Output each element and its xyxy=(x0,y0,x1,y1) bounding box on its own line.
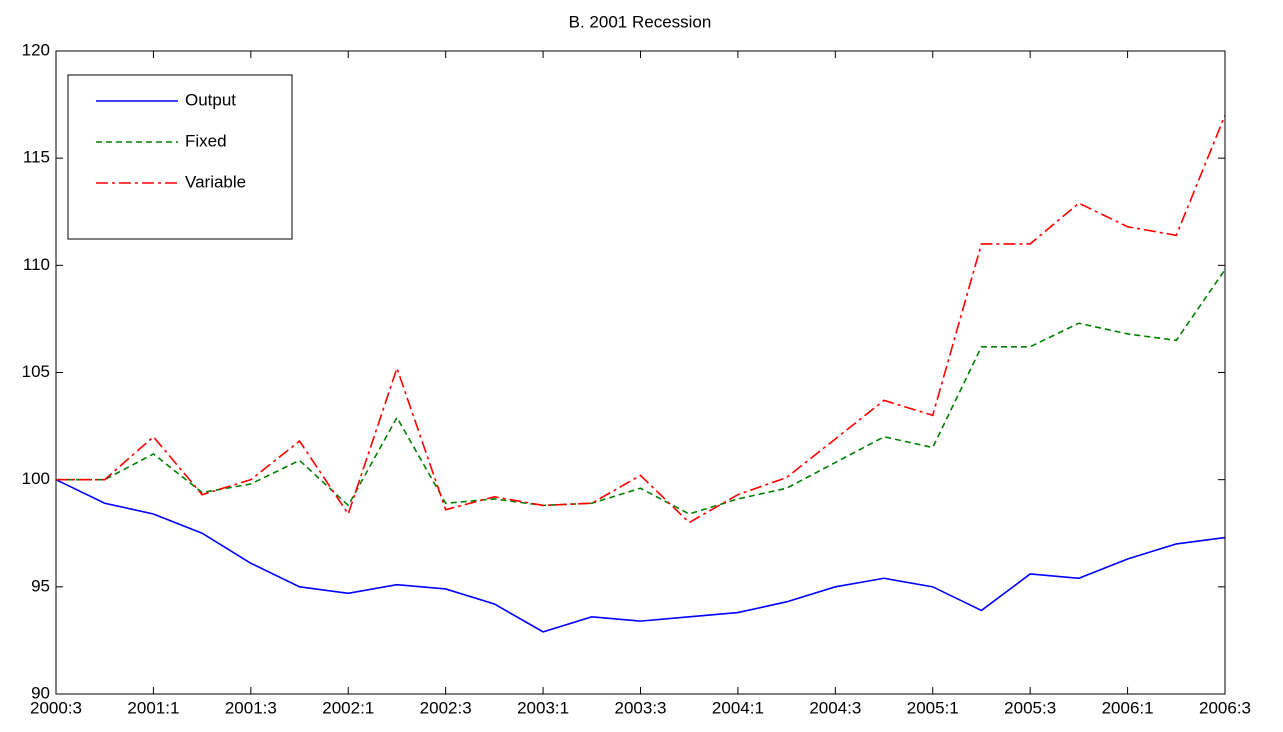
x-tick-label: 2002:1 xyxy=(322,698,374,717)
x-tick-label: 2006:1 xyxy=(1102,698,1154,717)
y-tick-label: 120 xyxy=(22,40,50,59)
x-tick-label: 2004:3 xyxy=(809,698,861,717)
legend-box xyxy=(67,74,293,240)
series-line xyxy=(55,478,1226,633)
legend-label: Output xyxy=(185,90,236,109)
x-tick-label: 2006:3 xyxy=(1199,698,1251,717)
plot-frame xyxy=(55,50,1226,695)
y-tick-label: 100 xyxy=(22,469,50,488)
y-tick-label: 110 xyxy=(23,255,50,274)
x-tick-label: 2003:3 xyxy=(615,698,667,717)
series-line xyxy=(56,114,1226,524)
x-tick-label: 2002:3 xyxy=(420,698,472,717)
series-line xyxy=(56,269,1226,515)
x-tick-label: 2004:1 xyxy=(712,698,764,717)
x-tick-label: 2000:3 xyxy=(30,698,82,717)
y-tick-label: 115 xyxy=(23,148,50,167)
y-tick-label: 90 xyxy=(31,683,50,702)
x-tick-label: 2005:1 xyxy=(907,698,959,717)
x-tick-label: 2001:3 xyxy=(225,698,277,717)
y-tick-label: 105 xyxy=(22,362,50,381)
chart-title: B. 2001 Recession xyxy=(569,12,712,31)
legend-label: Fixed xyxy=(185,131,227,150)
x-tick-label: 2001:1 xyxy=(127,698,179,717)
legend-label: Variable xyxy=(185,172,246,191)
x-tick-label: 2005:3 xyxy=(1004,698,1056,717)
y-tick-label: 95 xyxy=(31,576,50,595)
x-tick-label: 2003:1 xyxy=(517,698,569,717)
